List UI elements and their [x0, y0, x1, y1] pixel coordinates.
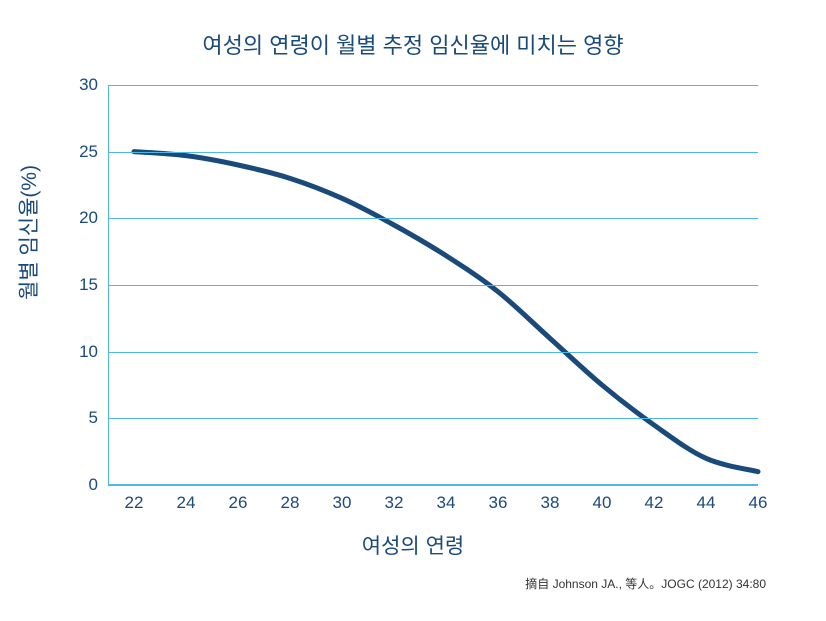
x-tick-label: 46 [738, 493, 778, 513]
x-axis-label: 여성의 연령 [0, 530, 826, 560]
grid-line [108, 85, 758, 86]
y-tick-label: 5 [58, 408, 98, 428]
chart-container: 여성의 연령이 월별 추정 임신율에 미치는 영향 05101520253022… [0, 0, 826, 621]
grid-line [108, 152, 758, 153]
x-tick-label: 34 [426, 493, 466, 513]
grid-line [108, 352, 758, 353]
y-tick-label: 25 [58, 142, 98, 162]
x-tick-label: 44 [686, 493, 726, 513]
x-tick-label: 30 [322, 493, 362, 513]
y-tick-label: 30 [58, 75, 98, 95]
grid-line [108, 285, 758, 286]
x-tick-label: 38 [530, 493, 570, 513]
y-tick-label: 0 [58, 475, 98, 495]
plot-area: 05101520253022242628303234363840424446 [108, 85, 758, 485]
x-tick-label: 28 [270, 493, 310, 513]
x-tick-label: 36 [478, 493, 518, 513]
y-tick-label: 10 [58, 342, 98, 362]
y-axis-label: 월별 임신율(%) [13, 165, 43, 300]
x-tick-label: 24 [166, 493, 206, 513]
x-tick-label: 42 [634, 493, 674, 513]
chart-title: 여성의 연령이 월별 추정 임신율에 미치는 영향 [0, 28, 826, 60]
grid-line [108, 485, 758, 486]
x-tick-label: 32 [374, 493, 414, 513]
grid-line [108, 418, 758, 419]
citation-text: 摘自 Johnson JA., 等人。JOGC (2012) 34:80 [525, 575, 766, 592]
grid-line [108, 218, 758, 219]
y-tick-label: 15 [58, 275, 98, 295]
x-tick-label: 26 [218, 493, 258, 513]
x-tick-label: 22 [114, 493, 154, 513]
y-tick-label: 20 [58, 208, 98, 228]
x-tick-label: 40 [582, 493, 622, 513]
